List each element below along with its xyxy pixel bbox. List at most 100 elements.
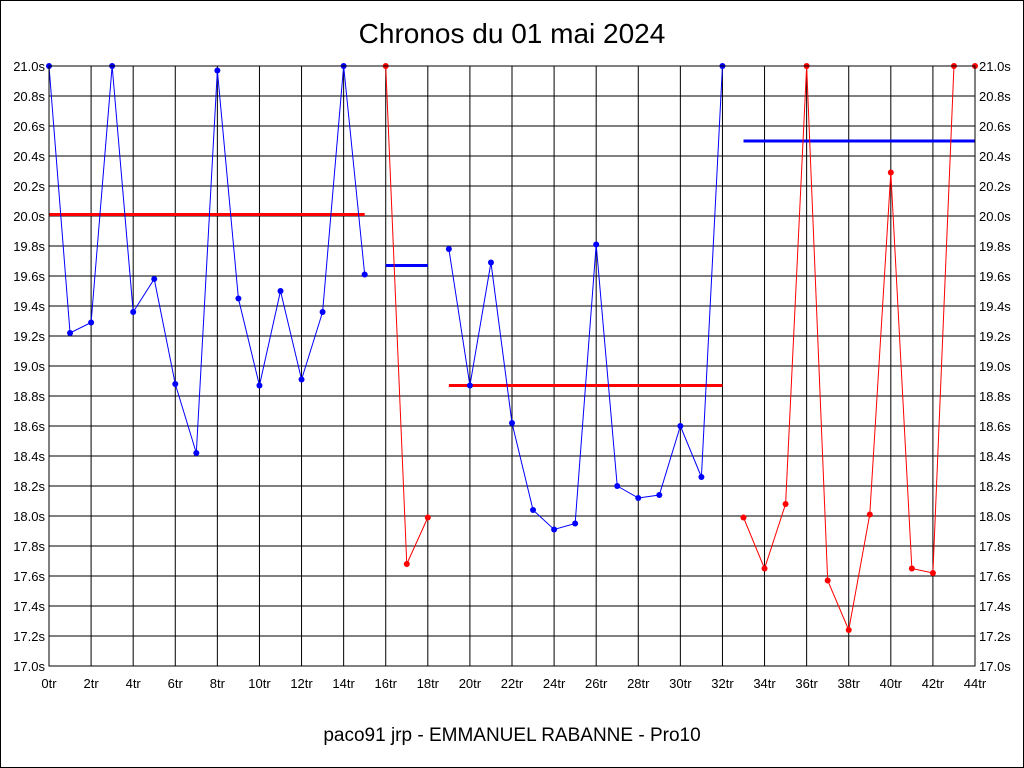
chart-title: Chronos du 01 mai 2024 [359,18,666,49]
data-point [256,382,263,389]
data-point [319,309,326,315]
data-point [172,381,179,387]
x-tick-label: 36tr [795,676,818,691]
x-tick-label: 20tr [459,676,482,691]
data-point [487,259,494,266]
series-line [448,65,723,531]
series-line [48,65,366,454]
data-point [845,627,852,633]
data-point [67,330,74,336]
x-axis-ticks: 0tr 2tr 4tr 6tr 8tr 10tr 12tr 14tr 16tr 18tr 20tr 2… [41,676,986,691]
x-tick-label: 34tr [753,676,776,691]
y-tick-label-left: 20.0s [13,209,45,224]
x-tick-label: 8tr [210,676,226,691]
data-point [740,514,747,521]
y-tick-label-right: 18.2s [979,479,1011,494]
x-tick-label: 0tr [41,676,57,691]
y-tick-label-left: 19.8s [13,239,45,254]
y-tick-label-left: 18.0s [13,509,45,524]
y-tick-label-left: 17.4s [13,599,45,614]
x-tick-label: 4tr [126,676,142,691]
y-tick-label-right: 20.4s [979,149,1011,164]
data-point [929,570,936,576]
y-tick-label-right: 18.4s [979,449,1011,464]
data-point [551,526,558,533]
y-tick-label-right: 19.4s [979,299,1011,314]
data-point [572,520,579,527]
y-tick-label-left: 17.8s [13,539,45,554]
y-tick-label-right: 17.8s [979,539,1011,554]
y-tick-label-right: 19.8s [979,239,1011,254]
x-tick-label: 26tr [585,676,608,691]
data-point [466,382,473,389]
chart-footer: paco91 jrp - EMMANUEL RABANNE - Pro10 [323,725,700,746]
data-point [887,169,894,176]
y-tick-label-right: 19.2s [979,329,1011,344]
x-tick-label: 22tr [501,676,524,691]
data-point [509,420,515,426]
series-line [743,65,975,632]
y-tick-label-left: 19.6s [13,269,45,284]
y-tick-label-left: 18.6s [13,419,45,434]
data-point [298,376,305,383]
x-tick-label: 14tr [332,676,355,691]
y-tick-label-left: 20.6s [13,119,45,134]
x-tick-label: 24tr [543,676,566,691]
y-tick-label-right: 18.6s [979,419,1011,434]
data-point [866,511,873,518]
data-point [277,288,284,294]
data-point [782,501,789,507]
y-tick-label-left: 18.2s [13,479,45,494]
x-tick-label: 16tr [375,676,398,691]
x-tick-label: 42tr [922,676,945,691]
data-point [635,495,642,501]
data-point [761,565,768,572]
data-point [361,271,368,278]
data-point [656,492,663,498]
y-tick-label-right: 19.6s [979,269,1011,284]
data-point [88,319,95,326]
y-tick-label-left: 18.8s [13,389,45,404]
data-point [530,507,537,513]
data-point [193,450,200,456]
data-points [46,63,978,633]
x-tick-label: 30tr [669,676,692,691]
data-point [130,309,137,315]
data-point [424,514,431,521]
x-tick-label: 28tr [627,676,650,691]
y-tick-label-right: 19.0s [979,359,1011,374]
y-tick-label-right: 20.6s [979,119,1011,134]
data-point [698,474,705,480]
y-tick-label-left: 21.0s [13,59,45,74]
data-point [235,295,242,302]
y-axis-right-ticks: 17.0s 17.2s 17.4s 17.6s 17.8s 18.0s 18.2s 18.4s… [979,59,1011,674]
y-tick-label-right: 18.0s [979,509,1011,524]
x-tick-label: 44tr [964,676,987,691]
y-tick-label-right: 20.2s [979,179,1011,194]
y-tick-label-left: 17.6s [13,569,45,584]
x-tick-label: 12tr [290,676,313,691]
grid [49,66,975,666]
x-tick-label: 40tr [880,676,903,691]
y-tick-label-right: 17.6s [979,569,1011,584]
y-tick-label-right: 20.8s [979,89,1011,104]
series-lines [48,65,975,632]
x-tick-label: 10tr [248,676,271,691]
data-point [593,241,600,248]
y-tick-label-right: 17.4s [979,599,1011,614]
data-point [445,246,452,252]
y-tick-label-left: 20.4s [13,149,45,164]
y-tick-label-left: 20.2s [13,179,45,194]
data-point [824,577,831,584]
y-tick-label-left: 17.2s [13,629,45,644]
x-tick-label: 32tr [711,676,734,691]
y-tick-label-left: 19.0s [13,359,45,374]
y-tick-label-right: 21.0s [979,59,1011,74]
y-tick-label-right: 18.8s [979,389,1011,404]
y-tick-label-right: 20.0s [979,209,1011,224]
series-line [385,65,429,565]
y-axis-left-ticks: 17.0s 17.2s 17.4s 17.6s 17.8s 18.0s 18.2s 18.4s… [13,59,45,674]
y-tick-label-left: 18.4s [13,449,45,464]
x-tick-label: 38tr [838,676,861,691]
